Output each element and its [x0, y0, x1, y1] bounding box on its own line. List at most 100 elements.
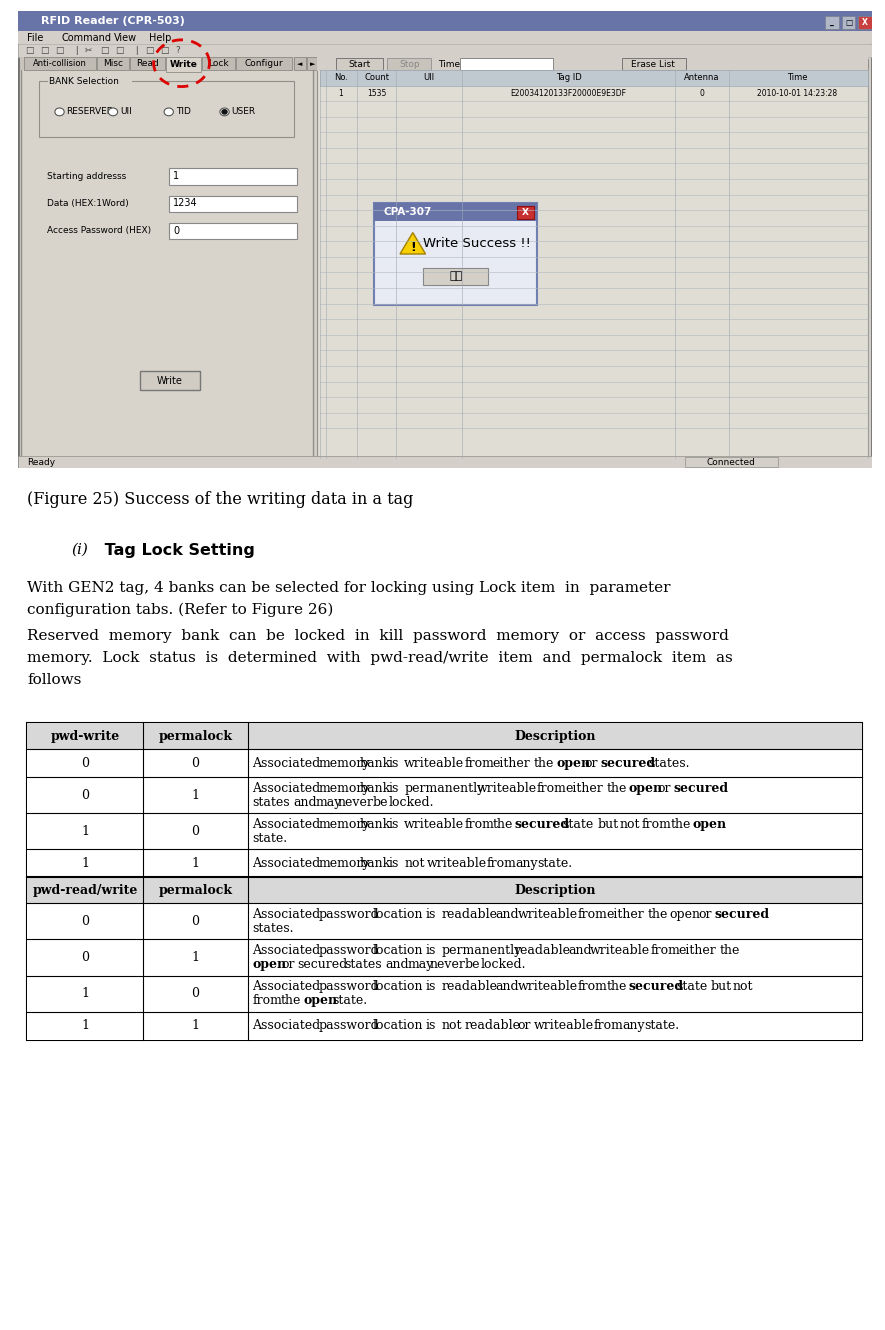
Text: never: never	[338, 795, 374, 809]
Text: 0: 0	[81, 789, 89, 802]
FancyBboxPatch shape	[318, 60, 868, 460]
Text: 0: 0	[700, 89, 704, 98]
Text: E20034120133F20000E9E3DF: E20034120133F20000E9E3DF	[511, 89, 627, 98]
Text: configuration tabs. (Refer to Figure 26): configuration tabs. (Refer to Figure 26)	[27, 602, 334, 617]
Text: TID: TID	[176, 108, 190, 117]
Text: or: or	[698, 908, 712, 922]
Text: from: from	[650, 944, 680, 958]
Text: be: be	[373, 795, 389, 809]
FancyBboxPatch shape	[169, 196, 296, 213]
Text: Access Password (HEX): Access Password (HEX)	[47, 226, 150, 235]
Text: 0: 0	[81, 757, 89, 770]
Text: Command: Command	[62, 33, 112, 43]
Text: permalock: permalock	[158, 884, 233, 896]
Text: Data (HEX:1Word): Data (HEX:1Word)	[47, 200, 128, 207]
Text: Read: Read	[136, 60, 159, 68]
Text: Description: Description	[514, 730, 596, 742]
Text: 확인: 확인	[449, 271, 462, 282]
Text: but: but	[711, 980, 732, 994]
Text: □: □	[25, 47, 33, 55]
Text: readable: readable	[464, 1019, 520, 1032]
FancyBboxPatch shape	[388, 59, 431, 70]
FancyBboxPatch shape	[825, 16, 839, 29]
Text: Misc: Misc	[103, 60, 123, 68]
FancyBboxPatch shape	[39, 81, 294, 137]
Text: |: |	[130, 47, 139, 55]
Circle shape	[108, 108, 118, 116]
FancyBboxPatch shape	[27, 878, 862, 903]
Text: CPA-307: CPA-307	[384, 207, 432, 217]
Text: □: □	[845, 17, 852, 27]
Circle shape	[164, 108, 173, 116]
Text: locked.: locked.	[389, 795, 435, 809]
Text: from: from	[464, 818, 494, 831]
FancyBboxPatch shape	[842, 16, 856, 29]
Text: permanently: permanently	[442, 944, 522, 958]
FancyBboxPatch shape	[169, 169, 296, 185]
Text: or: or	[281, 958, 295, 971]
Text: writeable: writeable	[477, 782, 537, 795]
Text: and: and	[294, 795, 317, 809]
Text: state.: state.	[332, 994, 367, 1007]
Text: Connected: Connected	[707, 458, 756, 467]
Text: the: the	[720, 944, 740, 958]
Text: secured: secured	[714, 908, 769, 922]
Text: password: password	[319, 980, 380, 994]
Text: memory.  Lock  status  is  determined  with  pwd-read/write  item  and  permaloc: memory. Lock status is determined with p…	[27, 652, 733, 665]
FancyBboxPatch shape	[27, 903, 862, 939]
Text: is: is	[426, 980, 436, 994]
Text: bank: bank	[359, 782, 391, 795]
FancyBboxPatch shape	[18, 456, 872, 468]
Text: password: password	[319, 944, 380, 958]
FancyBboxPatch shape	[27, 939, 862, 975]
Text: X: X	[522, 207, 529, 217]
FancyBboxPatch shape	[858, 16, 872, 29]
Text: either: either	[679, 944, 717, 958]
Text: With GEN2 tag, 4 banks can be selected for locking using Lock item  in  paramete: With GEN2 tag, 4 banks can be selected f…	[27, 581, 671, 595]
Text: X: X	[862, 17, 867, 27]
Text: 1: 1	[338, 89, 343, 98]
Text: open: open	[304, 994, 337, 1007]
Text: 1: 1	[81, 825, 89, 838]
Text: Count: Count	[365, 73, 389, 82]
Text: secured: secured	[515, 818, 570, 831]
Text: any: any	[515, 857, 537, 870]
Text: 1234: 1234	[173, 198, 198, 209]
Text: Erase List: Erase List	[631, 60, 675, 69]
Text: 1535: 1535	[367, 89, 387, 98]
Text: writeable: writeable	[404, 818, 465, 831]
Text: states.: states.	[648, 757, 689, 770]
Text: Associated: Associated	[252, 908, 320, 922]
Text: writeable: writeable	[518, 908, 578, 922]
Text: the: the	[534, 757, 554, 770]
Text: state.: state.	[537, 857, 573, 870]
Text: either: either	[566, 782, 603, 795]
Text: states.: states.	[252, 922, 294, 935]
Text: Associated: Associated	[252, 818, 320, 831]
Text: 1: 1	[81, 857, 89, 870]
Text: ►: ►	[310, 61, 316, 66]
Text: 0: 0	[81, 951, 89, 964]
Text: not: not	[404, 857, 425, 870]
Text: open: open	[693, 818, 727, 831]
Text: open: open	[670, 908, 701, 922]
FancyBboxPatch shape	[48, 77, 132, 85]
Text: never: never	[430, 958, 466, 971]
Text: readable: readable	[514, 944, 570, 958]
Text: the: the	[648, 908, 668, 922]
FancyBboxPatch shape	[21, 57, 312, 70]
Text: 1: 1	[191, 1019, 199, 1032]
FancyBboxPatch shape	[96, 57, 129, 70]
FancyBboxPatch shape	[685, 458, 778, 467]
Text: No.: No.	[334, 73, 348, 82]
FancyBboxPatch shape	[21, 60, 312, 460]
Text: Tag Lock Setting: Tag Lock Setting	[99, 543, 255, 557]
Text: ✂: ✂	[85, 47, 93, 55]
Text: locked.: locked.	[481, 958, 527, 971]
Text: 1: 1	[191, 857, 199, 870]
Text: bank: bank	[359, 818, 391, 831]
FancyBboxPatch shape	[203, 57, 235, 70]
Text: not: not	[442, 1019, 462, 1032]
FancyBboxPatch shape	[374, 203, 537, 221]
Text: state.: state.	[644, 1019, 680, 1032]
